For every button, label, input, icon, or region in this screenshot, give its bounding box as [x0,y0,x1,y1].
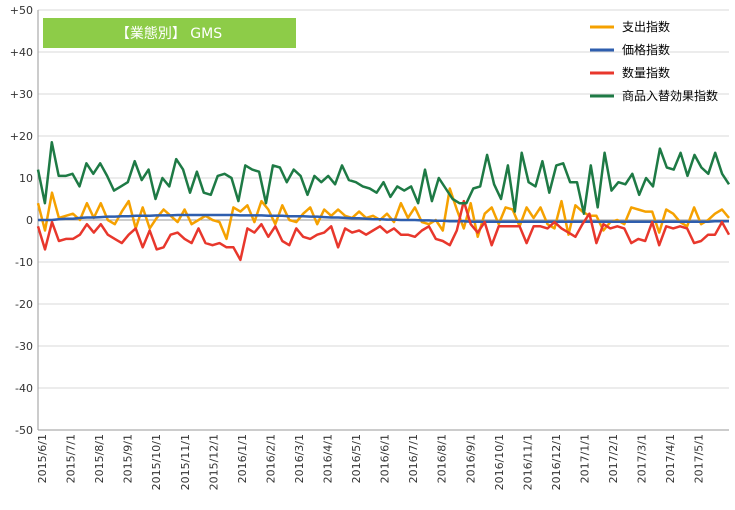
y-axis: +50 +40 +30 +20 10 0 -10 -20 -30 -40 -50 [10,4,33,437]
x-tick-label: 2015/12/1 [207,434,220,490]
series-line-1 [38,213,729,223]
x-tick-label: 2015/9/1 [122,434,135,483]
y-tick-label: +30 [10,88,33,101]
x-tick-label: 2017/5/1 [693,434,706,483]
y-tick-label: -50 [15,424,33,437]
x-tick-label: 2016/4/1 [322,434,335,483]
legend-label: 支出指数 [622,19,670,34]
chart-title: 【業態別】 GMS [43,18,296,48]
x-tick-label: 2016/2/1 [264,434,277,483]
legend-item: 商品入替効果指数 [590,88,718,103]
y-tick-label: -40 [15,382,33,395]
x-tick-label: 2016/3/1 [293,434,306,483]
x-tick-label: 2016/8/1 [436,434,449,483]
series-line-2 [36,199,731,262]
y-tick-label: 0 [26,214,33,227]
x-tick-label: 2015/7/1 [65,434,78,483]
y-tick-label: -20 [15,298,33,311]
x-tick-label: 2015/6/1 [36,434,49,483]
x-tick-label: 2015/10/1 [150,434,163,490]
y-tick-label: -10 [15,256,33,269]
y-tick-label: +40 [10,46,33,59]
y-tick-label: +20 [10,130,33,143]
x-tick-label: 2016/7/1 [407,434,420,483]
y-tick-label: +50 [10,4,33,17]
x-tick-label: 2016/12/1 [550,434,563,490]
legend-label: 数量指数 [622,65,670,80]
title-box [43,18,296,48]
x-tick-label: 2016/5/1 [350,434,363,483]
y-tick-label: -30 [15,340,33,353]
x-tick-label: 2016/11/1 [521,434,534,490]
x-tick-label: 2017/1/1 [578,434,591,483]
x-tick-label: 2016/6/1 [379,434,392,483]
x-tick-label: 2017/4/1 [664,434,677,483]
legend-label: 価格指数 [622,42,670,57]
x-tick-label: 2016/10/1 [493,434,506,490]
title-text: 【業態別】 GMS [116,26,222,42]
x-tick-label: 2016/9/1 [464,434,477,483]
legend-item: 数量指数 [590,65,670,80]
y-tick-label: 10 [19,172,33,185]
x-tick-label: 2015/8/1 [93,434,106,483]
x-tick-label: 2016/1/1 [236,434,249,483]
legend-item: 価格指数 [590,42,670,57]
x-tick-label: 2015/11/1 [179,434,192,490]
x-tick-label: 2017/3/1 [636,434,649,483]
series-group [36,141,731,262]
x-tick-label: 2017/2/1 [607,434,620,483]
x-axis: 2015/6/1 2015/7/1 2015/8/1 2015/9/1 2015/10/… [36,434,706,490]
series-line-3 [36,141,731,215]
legend-label: 商品入替効果指数 [622,88,718,103]
legend-item: 支出指数 [590,19,670,34]
